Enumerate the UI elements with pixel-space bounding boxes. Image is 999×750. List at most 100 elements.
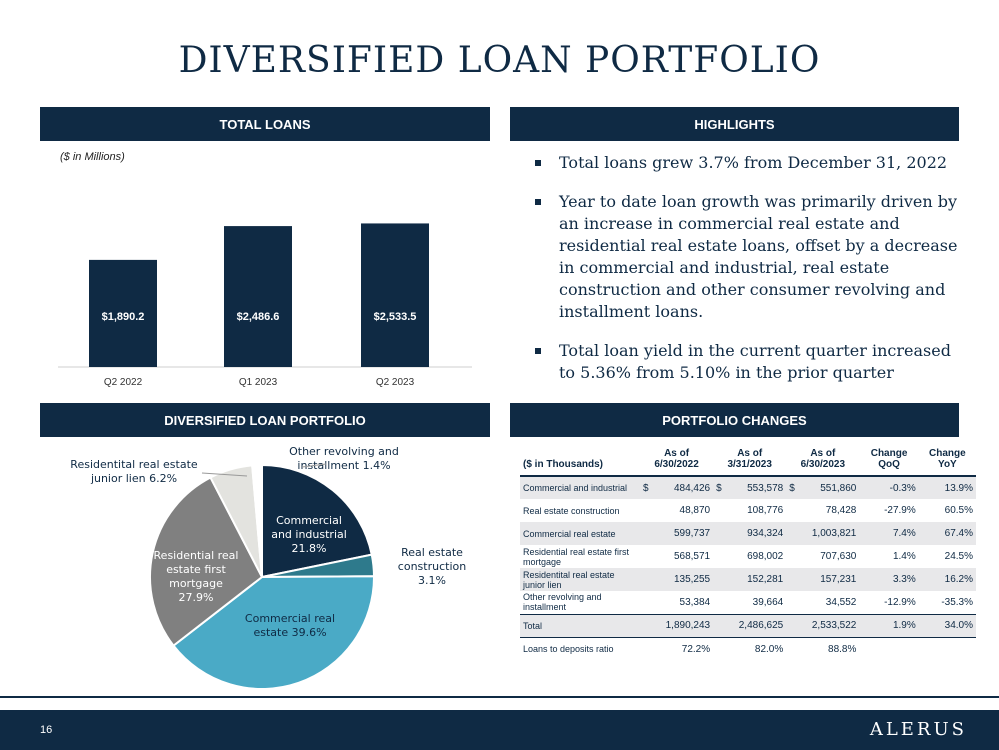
- table-cell: [786, 545, 798, 568]
- pie-label-line: Commercial real: [245, 612, 335, 625]
- pie-label-line: junior lien 6.2%: [90, 472, 177, 485]
- page-title: DIVERSIFIED LOAN PORTFOLIO: [178, 40, 821, 81]
- table-cell: [786, 522, 798, 545]
- highlight-item: Year to date loan growth was primarily d…: [535, 191, 965, 323]
- table-cell: [713, 499, 725, 522]
- pie-slice-label: Commercial real estate 39.6%: [245, 612, 335, 639]
- x-tick-label: Q2 2022: [104, 377, 143, 388]
- table-cell: [786, 499, 798, 522]
- table-cell: 157,231: [797, 568, 860, 591]
- row-label: Commercial real estate: [520, 522, 640, 545]
- portfolio-changes-table: ($ in Thousands) As of 6/30/2022 As of 3…: [520, 446, 976, 661]
- table-cell: 553,578: [724, 476, 787, 499]
- footer: 16 ALERUS: [0, 710, 999, 750]
- row-label: Real estate construction: [523, 505, 620, 516]
- table-cell: 82.0%: [754, 643, 784, 655]
- table-cell: [713, 591, 725, 614]
- total-loans-bar-chart: $1,890.2 Q2 2022 $2,486.6 Q1 2023 $2,533.5 Q2…: [58, 223, 472, 388]
- col-header: Change YoY: [918, 446, 976, 477]
- diversified-portfolio-header: DIVERSIFIED LOAN PORTFOLIO: [40, 403, 490, 437]
- table-row: Other revolving and installment 53,384 39,…: [520, 591, 976, 614]
- table-cell: 24.5%: [944, 551, 973, 562]
- col-header: Change QoQ: [859, 446, 919, 477]
- table-cell: 698,002: [747, 551, 784, 562]
- pie-label-line: estate 39.6%: [253, 626, 326, 639]
- pie-label-line: 27.9%: [179, 591, 214, 604]
- table-cell: [640, 545, 652, 568]
- table-cell: [786, 613, 798, 638]
- table-cell: [640, 522, 652, 545]
- table-cell: [713, 545, 725, 568]
- table-cell: [859, 637, 918, 661]
- pie-slice-label: Other revolving and installment 1.4%: [289, 445, 399, 472]
- table-cell: [640, 499, 652, 522]
- pie-slice: [172, 575, 375, 690]
- pie-label-line: Other revolving and: [289, 445, 399, 458]
- bar-data-label: $2,486.6: [237, 311, 280, 323]
- table-cell: 1.9%: [859, 613, 919, 638]
- table-cell: 2,486,625: [724, 613, 787, 638]
- table-cell: [713, 568, 725, 591]
- row-label: Other revolving and installment: [523, 592, 602, 613]
- highlights-header: HIGHLIGHTS: [510, 107, 959, 141]
- page-number: 16: [40, 724, 53, 736]
- table-row: Real estate construction 48,870 108,776 78,…: [520, 499, 976, 522]
- pie-label-line: Residential real: [154, 549, 239, 562]
- bar: [89, 259, 157, 367]
- total-loans-header: TOTAL LOANS: [40, 107, 490, 141]
- table-cell: 13.9%: [918, 476, 976, 499]
- table-cell: 934,324: [724, 522, 787, 545]
- table-cell: [640, 591, 652, 614]
- table-cell: [786, 568, 798, 591]
- table-cell: [640, 568, 652, 591]
- table-cell: $: [713, 476, 725, 499]
- leader-line: [301, 463, 327, 468]
- pie-slice: [149, 476, 264, 648]
- row-label: Commercial and industrial: [520, 476, 640, 499]
- pie-slice-label: Commercial and industrial 21.8%: [271, 514, 347, 555]
- table-cell: [713, 637, 725, 661]
- bar-data-label: $2,533.5: [374, 311, 417, 323]
- table-cell: 34.0%: [918, 613, 976, 638]
- pie-slice-label: Residential real estate first mortgage 27.9…: [154, 549, 239, 604]
- table-cell: 108,776: [747, 505, 784, 516]
- table-cell: 599,737: [651, 522, 714, 545]
- table-cell: 72.2%: [681, 643, 711, 655]
- pie-label-line: 3.1%: [418, 574, 446, 587]
- table-row: Residential real estate first mortgage 56…: [520, 545, 976, 568]
- table-row: Residentital real estate junior lien 135,…: [520, 568, 976, 591]
- highlight-item: Total loan yield in the current quarter …: [535, 340, 965, 384]
- bar: [361, 223, 429, 367]
- table-cell: 1.4%: [892, 551, 916, 562]
- highlights-list: Total loans grew 3.7% from December 31, …: [535, 152, 965, 401]
- pie-slice: [251, 463, 263, 578]
- pie-slice-label: Real estate construction 3.1%: [398, 546, 466, 587]
- row-label: Residentital real estate junior lien: [520, 568, 640, 591]
- table-cell: 551,860: [797, 476, 860, 499]
- x-tick-label: Q2 2023: [376, 377, 415, 388]
- table-row: Loans to deposits ratio 72.2% 82.0% 88.8%: [520, 637, 976, 661]
- table-cell: 135,255: [651, 568, 714, 591]
- table-cell: 2,533,522: [797, 613, 860, 638]
- pie-label-line: Commercial: [276, 514, 342, 527]
- table-row: Commercial and industrial $484,426 $553,57…: [520, 476, 976, 499]
- bar: [224, 226, 292, 367]
- table-cell: 7.4%: [859, 522, 919, 545]
- units-note: ($ in Millions): [60, 151, 125, 163]
- table-cell: $: [640, 476, 652, 499]
- table-cell: 1,890,243: [651, 613, 714, 638]
- table-cell: 48,870: [679, 505, 711, 516]
- table-body: Commercial and industrial $484,426 $553,57…: [520, 476, 976, 661]
- table-cell: 707,630: [820, 551, 857, 562]
- table-cell: [713, 522, 725, 545]
- table-cell: 78,428: [825, 505, 857, 516]
- pie-label-line: 21.8%: [292, 542, 327, 555]
- col-header: ($ in Thousands): [520, 446, 640, 477]
- pie-label-line: mortgage: [169, 577, 223, 590]
- pie-label-line: installment 1.4%: [297, 459, 390, 472]
- pie-label-line: and industrial: [271, 528, 347, 541]
- brand-logo: ALERUS: [869, 719, 967, 740]
- table-cell: -35.3%: [941, 596, 973, 608]
- table-cell: [786, 637, 798, 661]
- table-cell: [640, 637, 652, 661]
